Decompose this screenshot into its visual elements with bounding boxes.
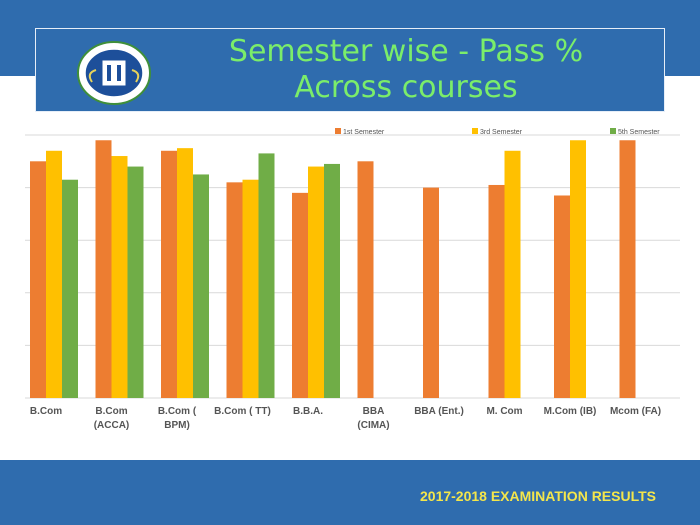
bar xyxy=(127,166,144,398)
x-tick-label: B.Com (BPM) xyxy=(158,406,197,431)
bar xyxy=(504,150,521,398)
bar xyxy=(488,184,505,398)
bar xyxy=(177,148,193,398)
college-crest-logo xyxy=(77,41,151,105)
bar xyxy=(554,195,570,398)
x-tick-label: M.Com (IB) xyxy=(544,406,597,417)
bar xyxy=(46,150,62,398)
legend-swatch xyxy=(472,128,478,134)
bar xyxy=(226,182,243,398)
bar xyxy=(324,163,340,398)
chart-title-line-1: Semester wise - Pass % xyxy=(228,34,584,69)
bar-chart: B.Com B.Com (ACCA) B.Com (BPM) B.Com ( TT) B.… xyxy=(25,128,680,431)
bars xyxy=(30,140,636,398)
chart-title-line-2: Across courses xyxy=(294,70,518,105)
bar xyxy=(193,174,209,398)
title-box: Semester wise - Pass % Across courses xyxy=(35,28,665,112)
legend-entry: 3rd Semester xyxy=(480,129,523,136)
bar xyxy=(570,140,586,398)
bar xyxy=(423,187,439,398)
footer-text: 2017-2018 EXAMINATION RESULTS xyxy=(420,488,656,504)
bar xyxy=(357,161,374,398)
legend-entry: 1st Semester xyxy=(343,129,385,136)
bar xyxy=(308,166,324,398)
bar xyxy=(258,153,275,398)
bar xyxy=(95,140,112,398)
bar xyxy=(62,179,78,398)
legend-swatch xyxy=(335,128,341,134)
x-tick-label: M. Com xyxy=(486,406,522,417)
x-tick-label: B.Com xyxy=(30,406,62,417)
x-tick-label: Mcom (FA) xyxy=(610,406,661,417)
bar xyxy=(30,161,46,398)
legend-entry: 5th Semester xyxy=(618,129,660,136)
bar xyxy=(111,156,128,398)
bar xyxy=(292,192,308,398)
x-tick-label: B.B.A. xyxy=(293,406,323,417)
x-tick-label: BBA (Ent.) xyxy=(414,406,464,417)
x-tick-label: B.Com (ACCA) xyxy=(94,406,130,431)
x-tick-label: B.Com ( TT) xyxy=(214,406,271,417)
x-tick-label: BBA (CIMA) xyxy=(357,406,389,431)
footer-band: 2017-2018 EXAMINATION RESULTS xyxy=(0,460,700,525)
bar xyxy=(242,179,259,398)
category-labels: B.Com B.Com (ACCA) B.Com (BPM) B.Com ( TT) B.… xyxy=(30,406,661,431)
legend: 1st Semester 3rd Semester 5th Semester xyxy=(335,128,660,136)
legend-swatch xyxy=(610,128,616,134)
bar xyxy=(161,150,177,398)
bar xyxy=(619,140,636,398)
